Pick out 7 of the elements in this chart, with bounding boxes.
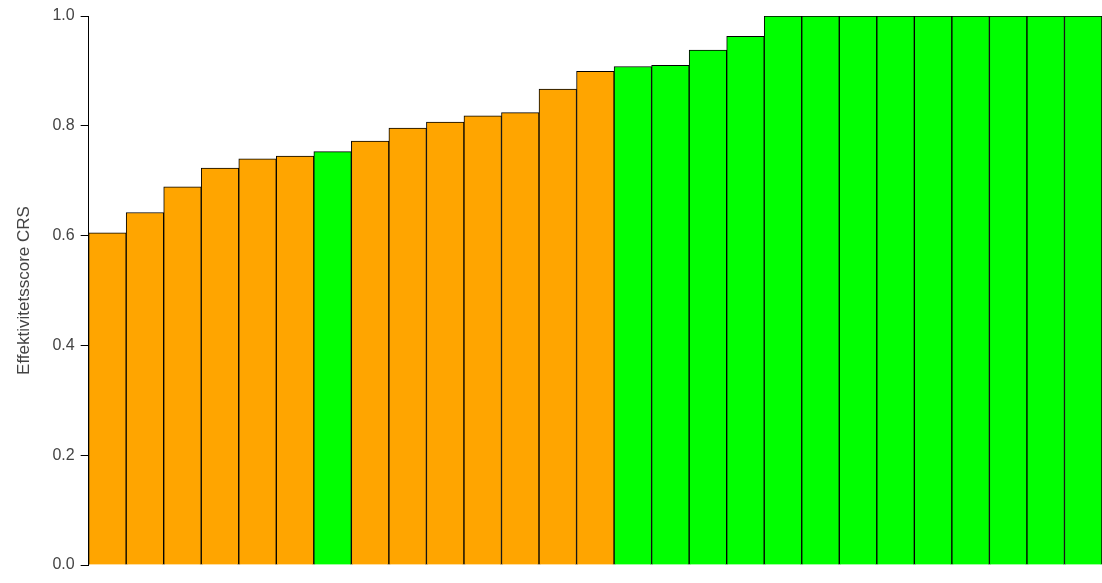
y-axis-title: Effektivitetsscore CRS xyxy=(13,206,33,375)
y-tick-label: 1.0 xyxy=(52,6,75,24)
y-tick-label: 0.0 xyxy=(52,555,75,573)
y-tick-label: 0.8 xyxy=(52,116,75,134)
y-tick-label: 0.2 xyxy=(52,445,75,463)
y-tick-label: 0.6 xyxy=(52,226,75,244)
y-tick-label: 0.4 xyxy=(52,335,75,353)
